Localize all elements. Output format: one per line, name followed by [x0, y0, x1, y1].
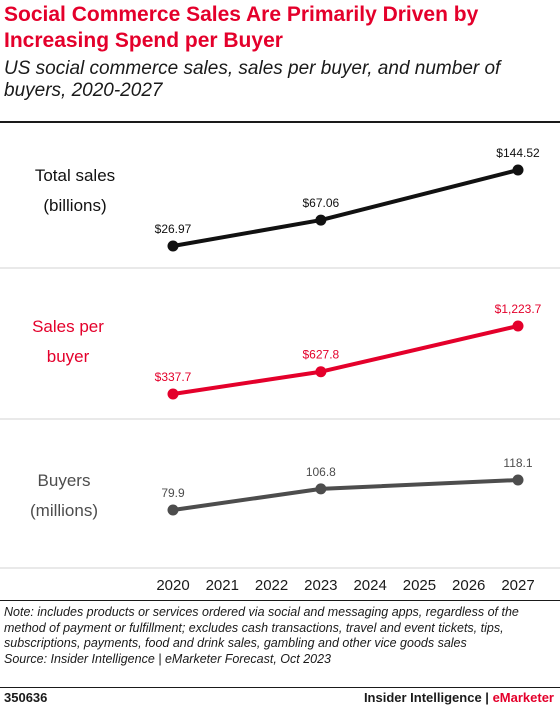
- panel-label-2-0: Buyers: [38, 471, 91, 490]
- data-point-1-2027: [512, 320, 524, 332]
- data-point-0-2027: [512, 164, 524, 176]
- top-rule: [0, 121, 560, 123]
- series-line-1: [171, 324, 520, 396]
- data-point-2-2023: [315, 483, 327, 495]
- data-point-1-2020: [167, 388, 179, 400]
- chart-subtitle: US social commerce sales, sales per buye…: [4, 58, 501, 101]
- data-label-0-2020: $26.97: [155, 222, 192, 236]
- x-tick-2026: 2026: [452, 577, 485, 594]
- data-label-0-2027: $144.52: [496, 146, 540, 160]
- panel-label-1-0: Sales per: [32, 317, 104, 336]
- x-tick-2027: 2027: [501, 577, 534, 594]
- data-point-0-2020: [167, 240, 179, 252]
- data-label-1-2027: $1,223.7: [495, 302, 542, 316]
- panel-label-1-1: buyer: [47, 347, 90, 366]
- gridlines: [0, 267, 560, 569]
- data-point-0-2023: [315, 214, 327, 226]
- data-label-2-2023: 106.8: [306, 465, 336, 479]
- chart-id: 350636: [4, 690, 48, 705]
- chart-title: Social Commerce Sales Are Primarily Driv…: [4, 3, 479, 52]
- data-label-0-2023: $67.06: [303, 196, 340, 210]
- brand-main: Insider Intelligence |: [363, 690, 493, 705]
- series-line-0: [171, 168, 520, 248]
- data-label-2-2020: 79.9: [161, 486, 185, 500]
- series-layer: $26.97 $67.06 $144.52 $337.7 $627.8 $1,223.7 7…: [155, 146, 542, 516]
- panel-label-2-1: (millions): [30, 501, 98, 520]
- panel-label-0-0: Total sales: [35, 166, 115, 185]
- x-tick-2024: 2024: [353, 577, 386, 594]
- data-point-2-2020: [167, 504, 179, 516]
- data-label-2-2027: 118.1: [503, 456, 532, 470]
- x-tick-2022: 2022: [255, 577, 288, 594]
- panel-label-0-1: (billions): [43, 196, 106, 215]
- note-text: Note: includes products or services orde…: [4, 605, 519, 650]
- x-axis-ticks: 2020 2021 2022 2023 2024 2025 2026 2027: [156, 577, 534, 594]
- data-point-1-2023: [315, 366, 327, 378]
- x-tick-2025: 2025: [403, 577, 436, 594]
- data-label-1-2023: $627.8: [303, 348, 340, 362]
- bottom-rule: [0, 600, 560, 601]
- footer-rule: [0, 687, 560, 688]
- source-text: Source: Insider Intelligence | eMarketer…: [4, 651, 332, 666]
- series-line-2: [171, 478, 520, 512]
- data-label-1-2020: $337.7: [155, 370, 192, 384]
- data-point-2-2027: [512, 474, 524, 486]
- x-tick-2020: 2020: [156, 577, 189, 594]
- x-tick-2021: 2021: [206, 577, 239, 594]
- brand-logo: Insider Intelligence | eMarketer: [364, 690, 554, 705]
- panel-labels: Total sales (billions) Sales per buyer Buyer…: [30, 166, 115, 520]
- x-tick-2023: 2023: [304, 577, 337, 594]
- footnote: Note: includes products or services orde…: [4, 605, 556, 667]
- brand-accent: eMarketer: [492, 690, 554, 705]
- line-chart: Total sales (billions) Sales per buyer Buyer…: [0, 146, 560, 594]
